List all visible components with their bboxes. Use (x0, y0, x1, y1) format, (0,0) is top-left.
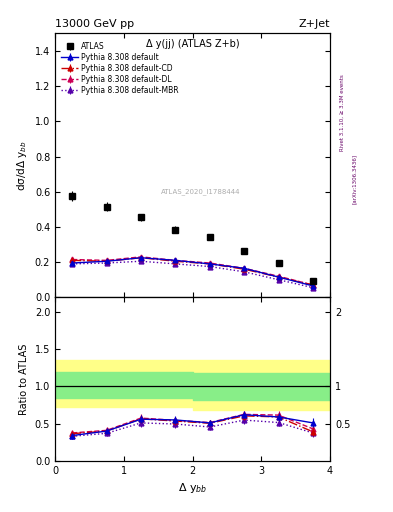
Text: Z+Jet: Z+Jet (299, 19, 330, 29)
Text: ATLAS_2020_I1788444: ATLAS_2020_I1788444 (161, 188, 241, 195)
Text: [arXiv:1306.3436]: [arXiv:1306.3436] (352, 154, 357, 204)
Text: 13000 GeV pp: 13000 GeV pp (55, 19, 134, 29)
Y-axis label: dσ/dΔ y$_{bb}$: dσ/dΔ y$_{bb}$ (15, 140, 29, 190)
X-axis label: Δ y$_{bb}$: Δ y$_{bb}$ (178, 481, 207, 495)
Text: Δ y(jj) (ATLAS Z+b): Δ y(jj) (ATLAS Z+b) (146, 38, 239, 49)
Text: Rivet 3.1.10, ≥ 3.3M events: Rivet 3.1.10, ≥ 3.3M events (340, 74, 345, 151)
Y-axis label: Ratio to ATLAS: Ratio to ATLAS (19, 344, 29, 415)
Legend: ATLAS, Pythia 8.308 default, Pythia 8.308 default-CD, Pythia 8.308 default-DL, P: ATLAS, Pythia 8.308 default, Pythia 8.30… (58, 39, 182, 98)
